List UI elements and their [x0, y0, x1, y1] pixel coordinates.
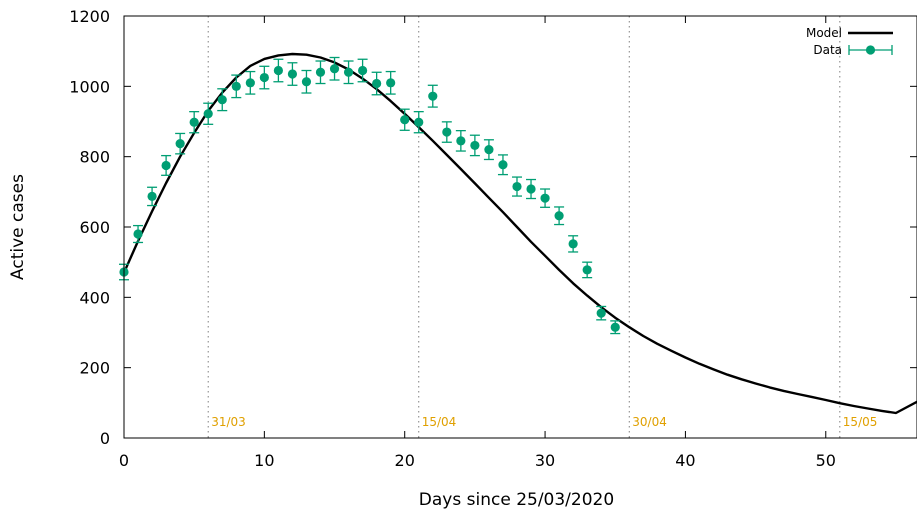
data-point-group [386, 72, 396, 95]
data-point [611, 323, 620, 332]
date-marker-label: 15/04 [422, 415, 457, 429]
data-point [484, 145, 493, 154]
data-layer [119, 57, 620, 333]
data-point-group [554, 207, 564, 225]
y-tick-label: 400 [79, 288, 110, 307]
data-point-group [512, 177, 522, 196]
data-point [597, 309, 606, 318]
data-point-group [344, 61, 354, 84]
data-point [386, 78, 395, 87]
data-point [274, 66, 283, 75]
data-point [554, 211, 563, 220]
data-point-group [400, 109, 410, 130]
x-axis-title: Days since 25/03/2020 [419, 490, 614, 510]
data-point [260, 73, 269, 82]
data-point-group [540, 189, 550, 207]
data-point-group [245, 72, 255, 95]
data-point [442, 127, 451, 136]
data-point [583, 265, 592, 274]
date-marker-label: 15/05 [843, 415, 878, 429]
legend-data-marker [849, 45, 892, 55]
data-point-group [568, 236, 578, 252]
data-point [246, 78, 255, 87]
data-point-group [498, 155, 508, 175]
y-tick-label: 1200 [69, 7, 110, 26]
data-point-group [358, 59, 368, 82]
data-point [232, 82, 241, 91]
legend-data-label: Data [813, 43, 842, 57]
data-point [372, 79, 381, 88]
data-point-group [582, 262, 592, 277]
y-tick-label: 0 [100, 429, 110, 448]
x-tick-label: 30 [535, 451, 555, 470]
data-point-group [442, 122, 452, 142]
legend-data-point [866, 45, 875, 54]
data-point-group [301, 71, 311, 94]
y-tick-label: 200 [79, 359, 110, 378]
legend: Model Data [806, 26, 893, 57]
model-curve [124, 54, 917, 413]
data-point-group [217, 89, 227, 111]
data-point [133, 229, 142, 238]
data-point-group [259, 66, 269, 89]
legend-model-label: Model [806, 26, 842, 40]
y-tick-label: 1000 [69, 77, 110, 96]
date-marker-label: 30/04 [632, 415, 667, 429]
data-point [569, 239, 578, 248]
axis-ticks: 0 10 20 30 40 50 0 200 400 600 800 1000 1200 [69, 7, 917, 470]
data-point [190, 118, 199, 127]
data-point-group [287, 63, 297, 86]
x-tick-label: 50 [816, 451, 836, 470]
data-point [316, 68, 325, 77]
data-point [147, 192, 156, 201]
x-tick-label: 20 [395, 451, 415, 470]
data-point-group [273, 59, 283, 82]
data-point-group [161, 156, 171, 176]
data-point-group [470, 135, 480, 155]
data-point [400, 115, 409, 124]
plot-frame [124, 16, 917, 438]
data-point [526, 184, 535, 193]
data-point [414, 118, 423, 127]
data-point [344, 68, 353, 77]
data-point [512, 182, 521, 191]
data-point [358, 66, 367, 75]
x-tick-label: 0 [119, 451, 129, 470]
data-point [470, 141, 479, 150]
date-marker-label: 31/03 [211, 415, 246, 429]
data-point-group [231, 75, 241, 98]
y-tick-label: 800 [79, 148, 110, 167]
data-point-group [133, 226, 143, 243]
data-point [456, 136, 465, 145]
y-axis-title: Active cases [8, 174, 28, 280]
data-point-group [526, 180, 536, 199]
data-point-group [610, 321, 620, 334]
data-point-group [456, 131, 466, 151]
data-point-group [484, 140, 494, 160]
x-tick-label: 40 [675, 451, 695, 470]
data-point [428, 92, 437, 101]
model-layer [124, 54, 917, 413]
data-point [540, 194, 549, 203]
data-point [218, 95, 227, 104]
x-tick-label: 10 [254, 451, 274, 470]
data-point [330, 64, 339, 73]
data-point-group [428, 85, 438, 107]
data-point-group [315, 61, 325, 84]
data-point [498, 160, 507, 169]
data-point [176, 139, 185, 148]
y-tick-label: 600 [79, 218, 110, 237]
data-point [302, 77, 311, 86]
data-point [204, 109, 213, 118]
data-point [162, 161, 171, 170]
data-point [288, 69, 297, 78]
